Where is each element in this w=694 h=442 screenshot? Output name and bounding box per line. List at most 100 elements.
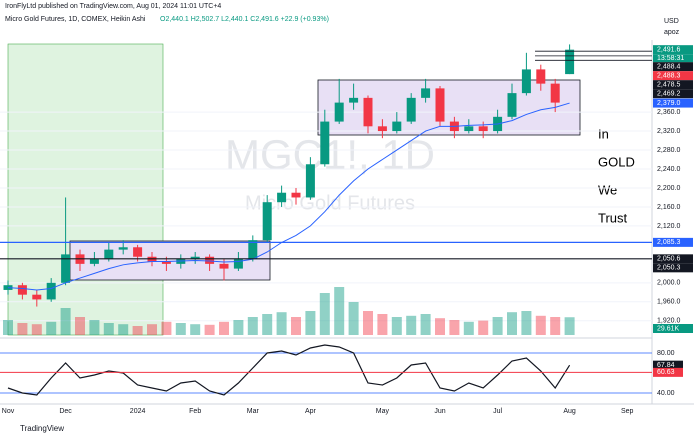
rsi-line	[7, 344, 571, 396]
annotation: We	[598, 182, 617, 197]
volume-bar	[391, 317, 402, 335]
volume-bar	[204, 324, 215, 335]
candle-body	[377, 126, 387, 132]
volume-bar	[435, 318, 445, 335]
volume-bar	[291, 317, 301, 335]
price-tag-label: 2,488.3	[657, 73, 680, 80]
candle-body	[363, 97, 373, 127]
volume-bar	[17, 323, 28, 335]
rsi-tag	[653, 360, 683, 370]
candle-body	[89, 259, 99, 264]
candle-body	[406, 97, 416, 122]
candle-body	[17, 285, 27, 295]
candle-body	[262, 202, 272, 241]
rsi-tag	[653, 367, 683, 377]
volume-bar	[3, 320, 13, 335]
candle-body	[190, 256, 200, 260]
volume-bar	[550, 317, 561, 335]
price-tag	[653, 98, 693, 108]
price-tag	[653, 254, 693, 264]
volume-bar	[305, 311, 316, 335]
candle-body	[421, 88, 431, 98]
y-tick-label: 2,200.0	[657, 185, 680, 192]
x-tick-label: Apr	[305, 408, 317, 415]
volume-bar	[103, 323, 114, 335]
volume-bar	[507, 312, 517, 335]
candle-body	[478, 126, 488, 132]
x-tick-label: Mar	[247, 408, 260, 415]
volume-bar	[262, 314, 273, 335]
price-tag	[653, 45, 693, 55]
candle-body	[550, 83, 560, 103]
volume-bar	[363, 311, 373, 335]
ohlc: O2,440.1 H2,502.7 L2,440.1 C2,491.6 +22.…	[160, 16, 329, 23]
volume-bar	[377, 314, 388, 335]
candle-body	[219, 263, 229, 269]
publisher: IronFlyLtd published on TradingView.com,…	[5, 3, 221, 10]
volume-bar	[247, 317, 258, 335]
annotation: Trust	[598, 210, 628, 225]
watermark-sub: Micro Gold Futures	[245, 192, 415, 214]
y-tick-label: 2,280.0	[657, 147, 680, 154]
candle-body	[46, 282, 56, 300]
volume-bar	[89, 320, 100, 335]
scale-mode: apoz	[664, 29, 680, 36]
candle-body	[233, 259, 243, 269]
candle-body	[565, 49, 575, 75]
volume-bar	[46, 321, 57, 335]
volume-bar	[219, 321, 229, 335]
candle-body	[61, 254, 71, 283]
annotation: GOLD	[598, 154, 635, 169]
x-tick-label: Feb	[189, 408, 201, 415]
price-tag	[653, 89, 693, 99]
price-tag-label: 2,379.0	[657, 100, 680, 107]
volume-bar	[190, 324, 201, 335]
volume-bar	[449, 320, 460, 335]
watermark: MGC1!, 1D	[225, 131, 435, 178]
volume-tag	[653, 324, 693, 333]
volume-bar	[348, 302, 359, 335]
price-tag-label: 2,050.3	[657, 265, 680, 272]
volume-bar	[319, 293, 330, 335]
candle-body	[133, 247, 143, 257]
y-tick-label: 1,960.0	[657, 299, 680, 306]
price-tag-sub: 13:58:31	[657, 55, 684, 62]
highlight-zone	[7, 43, 164, 336]
price-tag-label: 2,478.5	[657, 82, 680, 89]
volume-bar	[334, 287, 345, 335]
annotation: In	[598, 126, 609, 141]
x-tick-label: Aug	[563, 408, 576, 415]
volume-bar	[132, 326, 143, 335]
volume-bar	[161, 321, 172, 335]
volume-bar	[521, 311, 532, 335]
price-tag	[653, 80, 693, 90]
candle-body	[104, 249, 114, 260]
candle-body	[161, 261, 171, 264]
candle-body	[118, 247, 128, 250]
ma-line	[7, 102, 570, 291]
volume-bar	[233, 320, 244, 335]
candle-body	[3, 285, 13, 290]
price-tag	[653, 54, 693, 63]
volume-bar	[406, 315, 417, 335]
price-tag	[653, 263, 693, 273]
volume-bar	[535, 315, 546, 335]
volume-bar	[175, 323, 186, 335]
candle-body	[435, 88, 445, 122]
candle-body	[205, 256, 215, 264]
candle-body	[349, 97, 359, 103]
volume-bar	[564, 317, 575, 335]
y-tick-label: 2,360.0	[657, 109, 680, 116]
volume-bar	[463, 321, 474, 335]
candle-body	[334, 102, 344, 122]
price-tag-label: 2,050.6	[657, 256, 680, 263]
candle-body	[32, 294, 42, 300]
price-tag	[653, 71, 693, 81]
volume-bar	[75, 317, 85, 335]
candle-body	[277, 192, 287, 203]
rsi-tick-label: 80.00	[657, 350, 675, 357]
footer: TradingView	[20, 424, 64, 433]
candle-body	[521, 69, 531, 94]
candle-body	[507, 93, 517, 117]
